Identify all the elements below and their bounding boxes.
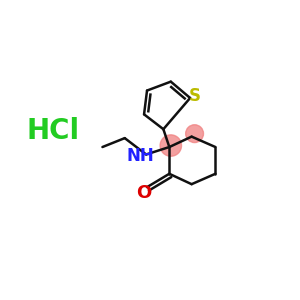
Text: O: O [136,184,151,202]
Text: NH: NH [127,147,155,165]
Text: HCl: HCl [27,117,80,145]
Circle shape [186,125,203,142]
Text: S: S [189,87,201,105]
Circle shape [160,135,182,156]
